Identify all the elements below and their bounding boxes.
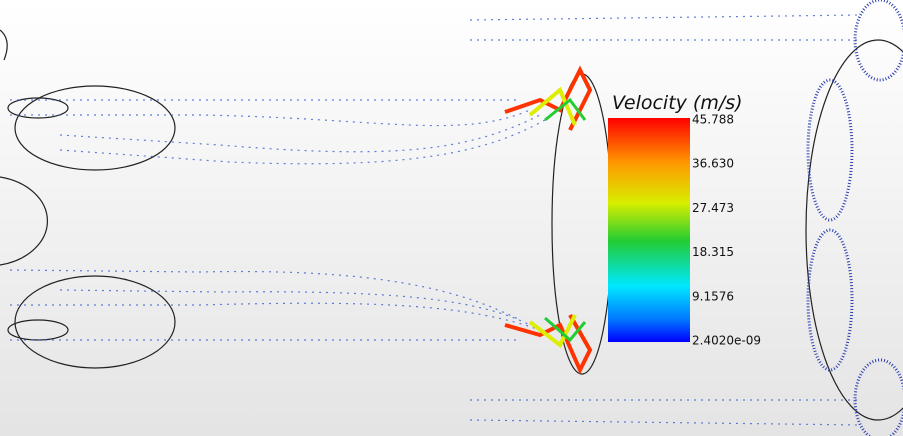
legend-tick-label: 36.630 [692, 157, 734, 171]
legend-tick-label: 18.315 [692, 245, 734, 259]
background [0, 0, 903, 436]
viewport: Velocity (m/s) 45.788 36.630 27.473 18.315 9… [0, 0, 903, 436]
legend-tick-label: 9.1576 [692, 289, 734, 303]
legend-tick-label: 45.788 [692, 113, 734, 127]
legend-tick-label: 2.4020e-09 [692, 334, 761, 348]
page: Velocity (m/s) 45.788 36.630 27.473 18.315 9… [0, 0, 903, 436]
legend-tick-label: 27.473 [692, 201, 734, 215]
legend-title: Velocity (m/s) [612, 92, 743, 114]
color-bar [608, 118, 690, 342]
